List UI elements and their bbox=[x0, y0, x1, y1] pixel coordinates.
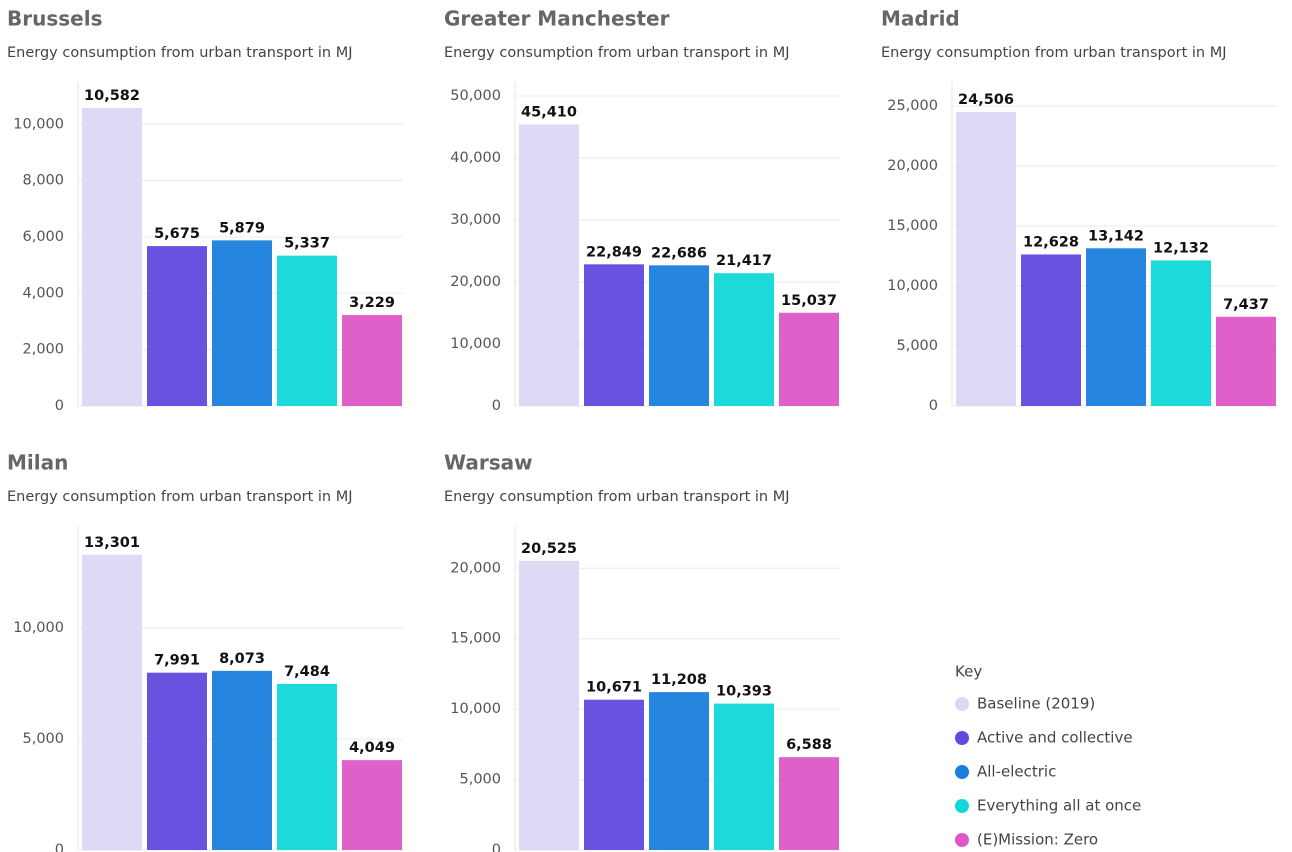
bar bbox=[1151, 260, 1211, 406]
chart-title: Madrid bbox=[881, 7, 960, 31]
y-tick-label: 0 bbox=[55, 842, 64, 852]
bar bbox=[147, 672, 207, 850]
legend-label: Active and collective bbox=[977, 729, 1133, 747]
value-label: 12,132 bbox=[1153, 240, 1209, 256]
y-tick-label: 40,000 bbox=[450, 150, 501, 166]
y-tick-label: 0 bbox=[492, 398, 501, 414]
bar bbox=[714, 273, 774, 406]
value-label: 12,628 bbox=[1023, 234, 1079, 250]
y-tick-label: 5,000 bbox=[22, 731, 64, 747]
legend-swatch bbox=[955, 731, 969, 745]
legend-label: Everything all at once bbox=[977, 797, 1141, 815]
bar bbox=[277, 255, 337, 406]
value-label: 5,675 bbox=[154, 226, 200, 242]
y-tick-label: 2,000 bbox=[22, 342, 64, 358]
bar bbox=[82, 554, 142, 850]
y-tick-label: 10,000 bbox=[13, 116, 64, 132]
value-label: 11,208 bbox=[651, 672, 707, 688]
value-label: 7,437 bbox=[1223, 297, 1269, 313]
value-label: 45,410 bbox=[521, 104, 577, 120]
chart-title: Brussels bbox=[7, 7, 102, 31]
value-label: 4,049 bbox=[349, 740, 395, 756]
y-tick-label: 6,000 bbox=[22, 229, 64, 245]
y-tick-label: 15,000 bbox=[450, 631, 501, 647]
value-label: 5,337 bbox=[284, 236, 330, 252]
bar bbox=[212, 670, 272, 850]
y-tick-label: 8,000 bbox=[22, 173, 64, 189]
bar bbox=[584, 264, 644, 406]
value-label: 21,417 bbox=[716, 253, 772, 269]
chart-subtitle: Energy consumption from urban transport … bbox=[7, 45, 352, 61]
bar bbox=[779, 312, 839, 406]
bar bbox=[649, 265, 709, 406]
y-tick-label: 20,000 bbox=[450, 274, 501, 290]
value-label: 15,037 bbox=[781, 293, 837, 309]
bar bbox=[147, 246, 207, 406]
y-tick-label: 5,000 bbox=[896, 338, 938, 354]
bar bbox=[1216, 316, 1276, 406]
y-tick-label: 0 bbox=[55, 398, 64, 414]
value-label: 8,073 bbox=[219, 651, 265, 667]
bar bbox=[519, 560, 579, 850]
y-tick-label: 0 bbox=[492, 842, 501, 852]
y-tick-label: 4,000 bbox=[22, 285, 64, 301]
chart-title: Warsaw bbox=[444, 451, 533, 475]
y-tick-label: 15,000 bbox=[887, 218, 938, 234]
value-label: 7,484 bbox=[284, 664, 330, 680]
value-label: 22,849 bbox=[586, 244, 642, 260]
y-tick-label: 0 bbox=[929, 398, 938, 414]
value-label: 13,142 bbox=[1088, 228, 1144, 244]
legend-label: (E)Mission: Zero bbox=[977, 831, 1098, 849]
legend-swatch bbox=[955, 799, 969, 813]
value-label: 7,991 bbox=[154, 653, 200, 669]
chart-subtitle: Energy consumption from urban transport … bbox=[881, 45, 1226, 61]
value-label: 10,582 bbox=[84, 88, 140, 104]
value-label: 3,229 bbox=[349, 295, 395, 311]
value-label: 13,301 bbox=[84, 535, 140, 551]
chart-subtitle: Energy consumption from urban transport … bbox=[7, 489, 352, 505]
bar bbox=[342, 315, 402, 406]
bar bbox=[1086, 248, 1146, 406]
value-label: 22,686 bbox=[651, 245, 707, 261]
legend-swatch bbox=[955, 765, 969, 779]
y-tick-label: 10,000 bbox=[450, 336, 501, 352]
y-tick-label: 10,000 bbox=[450, 701, 501, 717]
y-tick-label: 10,000 bbox=[887, 278, 938, 294]
chart-subtitle: Energy consumption from urban transport … bbox=[444, 45, 789, 61]
bar bbox=[519, 124, 579, 406]
y-tick-label: 20,000 bbox=[887, 158, 938, 174]
chart-title: Greater Manchester bbox=[444, 7, 670, 31]
value-label: 6,588 bbox=[786, 737, 832, 753]
y-tick-label: 25,000 bbox=[887, 98, 938, 114]
bar bbox=[82, 107, 142, 407]
legend-swatch bbox=[955, 833, 969, 847]
legend-swatch bbox=[955, 697, 969, 711]
value-label: 10,671 bbox=[586, 680, 642, 696]
value-label: 24,506 bbox=[958, 92, 1014, 108]
legend-title: Key bbox=[955, 663, 982, 681]
bar bbox=[714, 703, 774, 850]
y-tick-label: 20,000 bbox=[450, 560, 501, 576]
value-label: 20,525 bbox=[521, 541, 577, 557]
bar bbox=[342, 760, 402, 850]
y-tick-label: 30,000 bbox=[450, 212, 501, 228]
y-tick-label: 10,000 bbox=[13, 620, 64, 636]
chart-subtitle: Energy consumption from urban transport … bbox=[444, 489, 789, 505]
bar bbox=[212, 240, 272, 406]
bar bbox=[956, 111, 1016, 406]
bar bbox=[649, 692, 709, 850]
chart-title: Milan bbox=[7, 451, 68, 475]
bar bbox=[277, 683, 337, 850]
y-tick-label: 50,000 bbox=[450, 88, 501, 104]
legend-label: All-electric bbox=[977, 763, 1056, 781]
y-tick-label: 5,000 bbox=[459, 772, 501, 788]
value-label: 5,879 bbox=[219, 220, 265, 236]
legend-label: Baseline (2019) bbox=[977, 695, 1095, 713]
bar bbox=[584, 699, 644, 850]
value-label: 10,393 bbox=[716, 684, 772, 700]
bar bbox=[1021, 254, 1081, 406]
bar bbox=[779, 757, 839, 850]
